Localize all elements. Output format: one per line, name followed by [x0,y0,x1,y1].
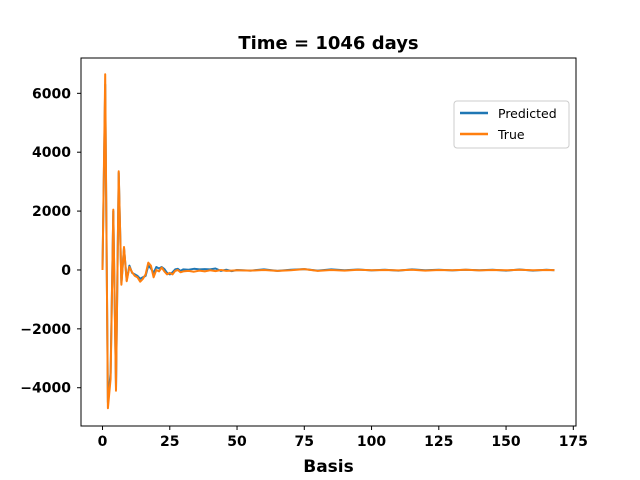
y-tick-label: −4000 [20,381,71,397]
series-line-true [101,73,555,410]
x-tick-label: 100 [357,434,386,450]
x-tick-label: 25 [160,434,179,450]
x-tick-label: 0 [98,434,108,450]
y-tick-label: 4000 [32,145,71,161]
x-tick-label: 50 [227,434,247,450]
axes-frame [80,57,577,427]
series-layer [101,73,555,410]
y-tick-label: −2000 [20,322,71,338]
y-tick-label: 0 [61,263,71,279]
x-axis-label: Basis [303,457,354,477]
legend-label: Predicted [498,106,557,121]
legend-label: True [497,127,525,142]
y-tick-label: 6000 [32,86,71,102]
chart-title: Time = 1046 days [238,33,418,54]
y-axis: −4000 −2000 0 2000 4000 6000 [20,86,81,397]
x-tick-label: 150 [491,434,520,450]
x-tick-label: 75 [295,434,314,450]
x-tick-label: 125 [424,434,453,450]
x-axis: 0 25 50 75 100 125 150 175 [98,426,588,450]
legend: Predicted True [453,100,570,149]
y-tick-label: 2000 [32,204,71,220]
x-tick-label: 175 [559,434,588,450]
plot-area [80,57,577,427]
